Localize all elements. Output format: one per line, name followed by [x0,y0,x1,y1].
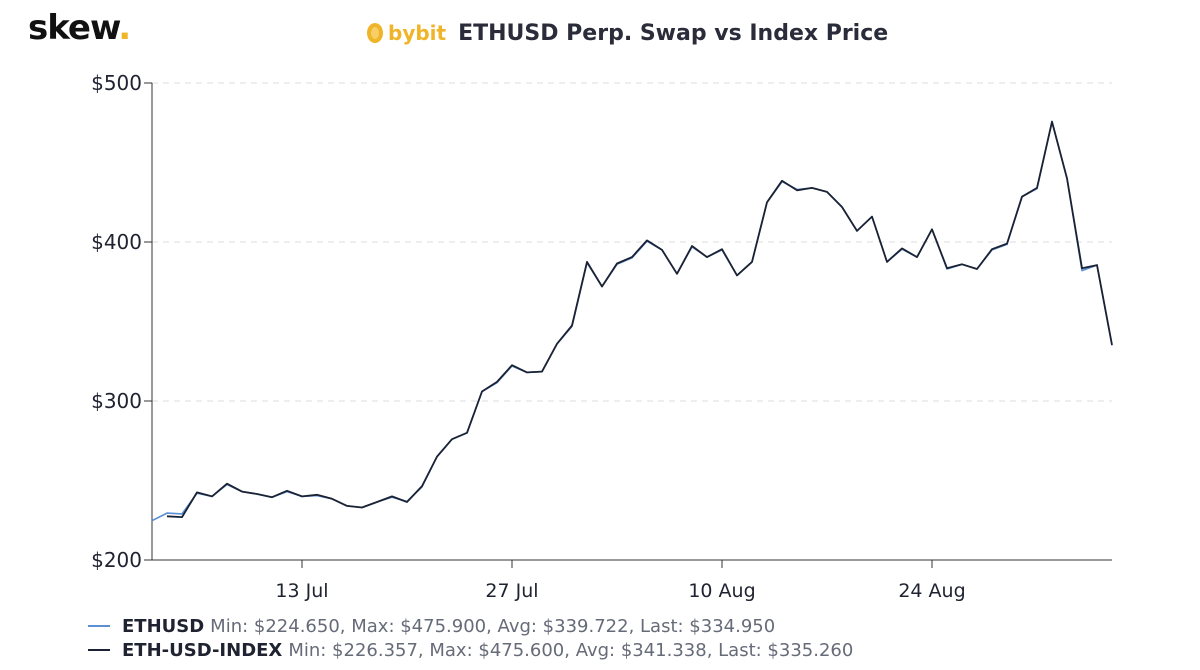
x-tick-label: 13 Jul [275,580,328,602]
series-line-index [166,120,1113,518]
legend-swatch-index [88,649,110,651]
logo-text: skew [28,8,119,48]
legend-name: ETHUSD [122,615,205,637]
legend-item-index[interactable]: ETH-USD-INDEX Min: $226.357, Max: $475.6… [88,638,853,662]
label-layer: $200 $300 $400 $500 13 Jul 27 Jul 10 Aug 24 Aug [91,71,966,602]
x-tick-label: 24 Aug [898,580,965,602]
legend-stats: Min: $226.357, Max: $475.600, Avg: $341.… [288,639,854,661]
y-tick-label: $400 [91,230,142,254]
legend-swatch-ethusd [88,625,110,627]
line-chart: $200 $300 $400 $500 13 Jul 27 Jul 10 Aug 24 Aug [91,71,1113,602]
legend-name: ETH-USD-INDEX [122,639,283,661]
brand-name: bybit [388,21,447,45]
y-tick-label: $500 [91,71,142,95]
legend-item-ethusd[interactable]: ETHUSD Min: $224.650, Max: $475.900, Avg… [88,614,853,638]
logo-dot: . [118,8,131,48]
y-tick-label: $300 [91,389,142,413]
bybit-coin-icon [367,23,383,43]
y-tick-label: $200 [91,548,142,572]
legend-stats: Min: $224.650, Max: $475.900, Avg: $339.… [210,615,776,637]
x-tick-label: 10 Aug [688,580,755,602]
chart-header: bybit ETHUSD Perp. Swap vs Index Price [366,16,888,50]
grid-layer [152,82,1112,402]
skew-logo: skew. [28,8,131,48]
series-layer [151,120,1113,522]
x-tick-label: 27 Jul [485,580,538,602]
axis-layer [144,82,1112,568]
legend: ETHUSD Min: $224.650, Max: $475.900, Avg… [88,614,853,662]
chart-title: ETHUSD Perp. Swap vs Index Price [458,20,889,46]
series-line-ethusd [151,120,1113,522]
